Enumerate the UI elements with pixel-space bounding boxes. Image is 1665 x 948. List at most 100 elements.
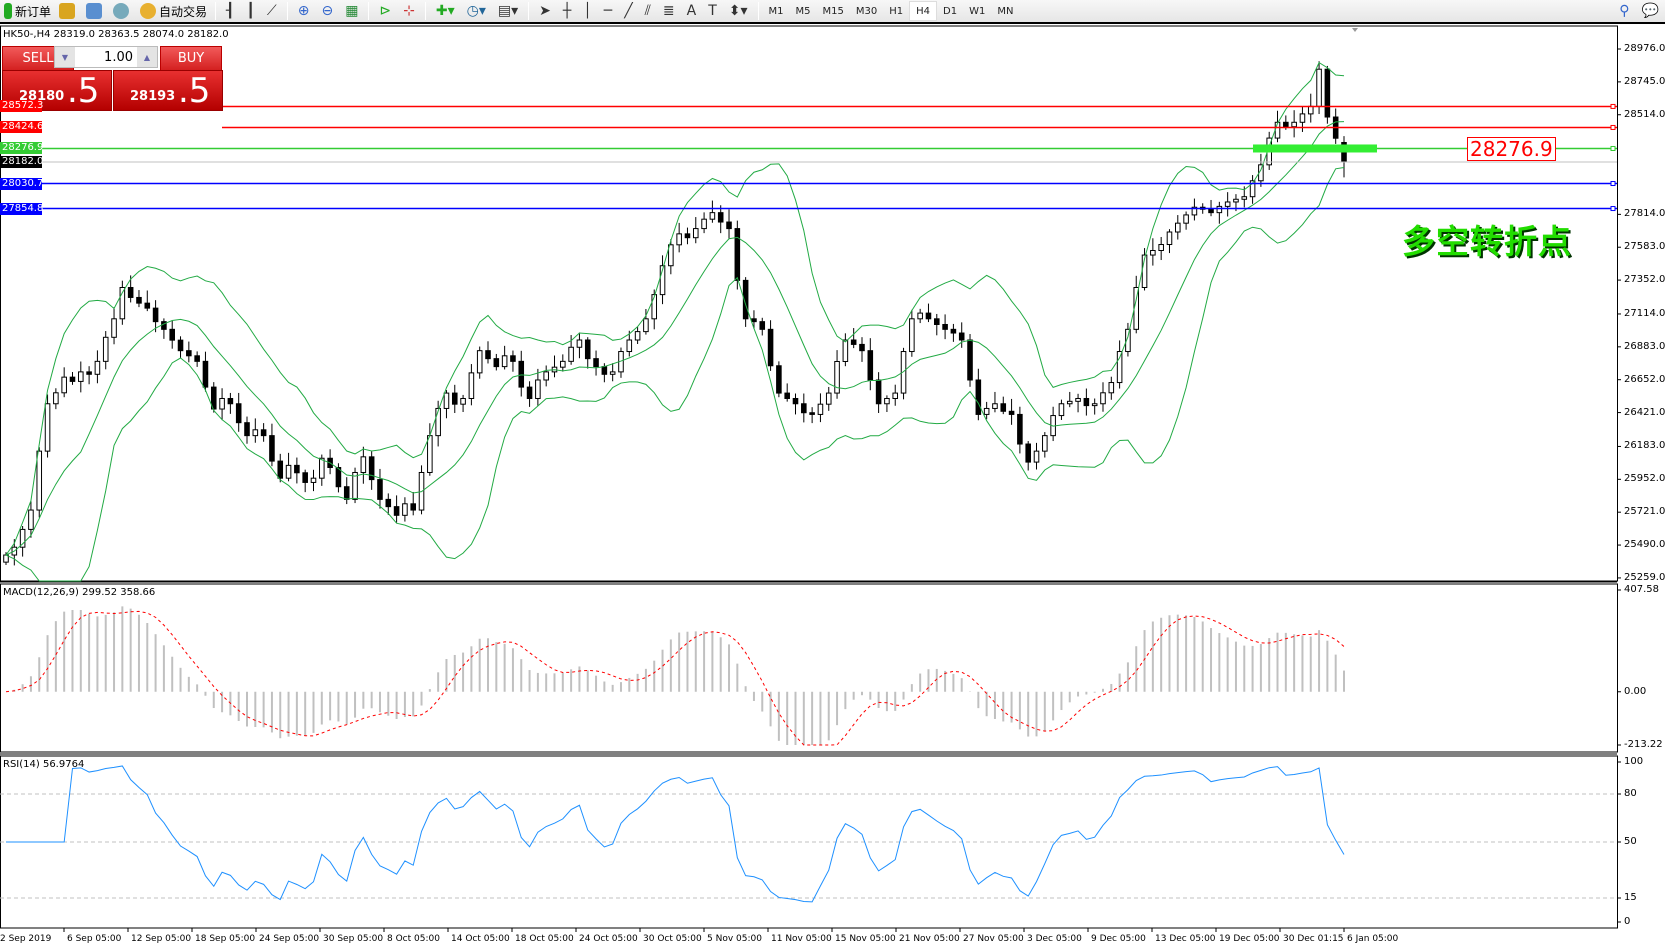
timeframe-mn[interactable]: MN	[997, 5, 1014, 17]
candle-bear	[1324, 68, 1331, 118]
timeframe-h1[interactable]: H1	[889, 5, 904, 17]
timeframe-m5[interactable]: M5	[795, 5, 811, 17]
candle-bull	[435, 407, 441, 437]
current-price-tag: 28182.0	[0, 155, 44, 168]
candle-bear	[950, 328, 957, 334]
time-axis-label: 27 Nov 05:00	[963, 934, 1024, 944]
candle-bull	[1100, 392, 1106, 405]
toolbar: 新订单 自动交易 ┨ ┃ ⟋ ⊕ ⊖ ▦ ⊳ ⊹ ✚▾ ◷▾ ▤▾ ➤ ┼ │ …	[0, 0, 1665, 24]
crosshair-icon[interactable]: ┼	[562, 3, 572, 19]
text-label-icon[interactable]: T	[708, 3, 717, 19]
candle-bear	[1017, 413, 1023, 445]
timeframe-w1[interactable]: W1	[969, 5, 986, 17]
horizontal-line-icon[interactable]: ─	[603, 3, 613, 19]
lot-size-stepper[interactable]: ▼ 1.00 ▲	[54, 46, 158, 68]
candle-bull	[560, 360, 566, 368]
divider	[368, 2, 370, 20]
time-axis-label: 21 Nov 05:00	[899, 934, 960, 944]
buy-price-button[interactable]: 28193 .5	[113, 70, 223, 111]
buy-price: 28193	[130, 89, 176, 104]
time-axis-label: 12 Sep 05:00	[131, 934, 192, 944]
candle-bull	[111, 318, 117, 338]
zoom-in-icon[interactable]: ⊕	[297, 3, 310, 19]
time-axis-label: 24 Sep 05:00	[259, 934, 320, 944]
vertical-line-icon[interactable]: │	[583, 3, 592, 19]
sell-price-button[interactable]: 28180 .5	[2, 70, 112, 111]
trendline-icon[interactable]: ╱	[624, 3, 633, 19]
candle-bear	[244, 422, 250, 437]
search-icon[interactable]: ⚲	[1619, 3, 1630, 19]
timeframe-d1[interactable]: D1	[943, 5, 958, 17]
candle-bull	[102, 336, 109, 362]
candle-bear	[86, 371, 92, 375]
candle-bear	[801, 403, 807, 414]
candle-bull	[825, 392, 832, 405]
divider	[757, 2, 759, 20]
candle-bear	[859, 343, 865, 352]
candle-bull	[543, 371, 549, 381]
divider	[286, 2, 288, 20]
periods-clock-icon[interactable]: ◷▾	[466, 3, 486, 19]
timeframe-m1[interactable]: M1	[768, 5, 784, 17]
market-watch-button[interactable]	[55, 0, 82, 22]
bar-chart-icon[interactable]: ┨	[226, 3, 235, 19]
lot-size-input[interactable]: 1.00	[104, 49, 133, 65]
candle-bear	[210, 386, 217, 410]
monitor-icon	[86, 3, 103, 19]
time-axis-label: 9 Dec 05:00	[1091, 934, 1146, 944]
equidistant-channel-icon[interactable]: ⫽	[644, 3, 651, 19]
templates-icon[interactable]: ▤▾	[497, 3, 519, 19]
signals-button[interactable]	[109, 0, 136, 22]
price-axis-label: 25259.0	[1624, 571, 1665, 583]
zoom-out-icon[interactable]: ⊖	[321, 3, 334, 19]
line-chart-icon[interactable]: ⟋	[266, 3, 277, 19]
data-window-button[interactable]	[82, 0, 109, 22]
chart-shift-icon[interactable]: ⊹	[403, 3, 415, 19]
auto-trading-button[interactable]: 自动交易	[136, 0, 211, 22]
arrows-icon[interactable]: ⬍▾	[728, 3, 748, 19]
candle-bull	[892, 392, 899, 399]
price-axis-label: 26652.0	[1624, 373, 1665, 385]
candle-bull	[1241, 196, 1248, 200]
timeframe-m15[interactable]: M15	[822, 5, 844, 17]
candlestick-chart-icon[interactable]: ┃	[246, 3, 255, 19]
candle-bull	[443, 392, 450, 409]
candle-bull	[402, 503, 408, 516]
price-annotation-label[interactable]: 28276.9	[1467, 137, 1556, 161]
buy-button[interactable]: BUY	[160, 46, 222, 71]
tile-windows-icon[interactable]: ▦	[345, 3, 359, 19]
time-axis-label: 24 Oct 05:00	[579, 934, 638, 944]
candle-bear	[684, 233, 691, 239]
auto-scroll-icon[interactable]: ⊳	[379, 3, 392, 19]
candle-bull	[1108, 382, 1115, 394]
indicators-icon[interactable]: ✚▾	[435, 3, 455, 19]
chevron-up-icon[interactable]: ▲	[137, 47, 157, 67]
candle-bear	[1083, 397, 1090, 407]
price-axis-label: 27114.0	[1624, 307, 1665, 319]
time-axis-label: 18 Oct 05:00	[515, 934, 574, 944]
chart-shift-marker	[1352, 28, 1358, 32]
new-order-button[interactable]: 新订单	[0, 0, 55, 22]
one-click-trading-panel: SELL ▼ 1.00 ▲ BUY 28180 .5 28193 .5	[2, 46, 223, 111]
candle-bear	[584, 339, 591, 360]
macd-signal-line	[5, 610, 1345, 746]
annotation-text[interactable]: 多空转折点	[1402, 222, 1572, 261]
time-axis-label: 30 Oct 05:00	[643, 934, 702, 944]
macd-axis-label: 0.00	[1624, 685, 1647, 697]
candle-bear	[493, 358, 500, 368]
candle-bear	[784, 392, 790, 399]
candle-bull	[701, 218, 707, 230]
line-price-tag: 28424.6	[0, 121, 44, 134]
candle-bull	[1233, 198, 1239, 203]
candle-bull	[909, 318, 915, 353]
candle-bear	[1283, 121, 1289, 128]
cursor-icon[interactable]: ➤	[539, 3, 551, 19]
fibonacci-icon[interactable]: ≣	[662, 3, 675, 19]
chat-icon[interactable]: 💬	[1641, 3, 1659, 19]
timeframe-h4[interactable]: H4	[909, 1, 938, 21]
candle-bull	[1116, 351, 1123, 384]
text-icon[interactable]: A	[686, 3, 697, 19]
chevron-down-icon[interactable]: ▼	[55, 47, 75, 67]
timeframe-m30[interactable]: M30	[855, 5, 878, 17]
